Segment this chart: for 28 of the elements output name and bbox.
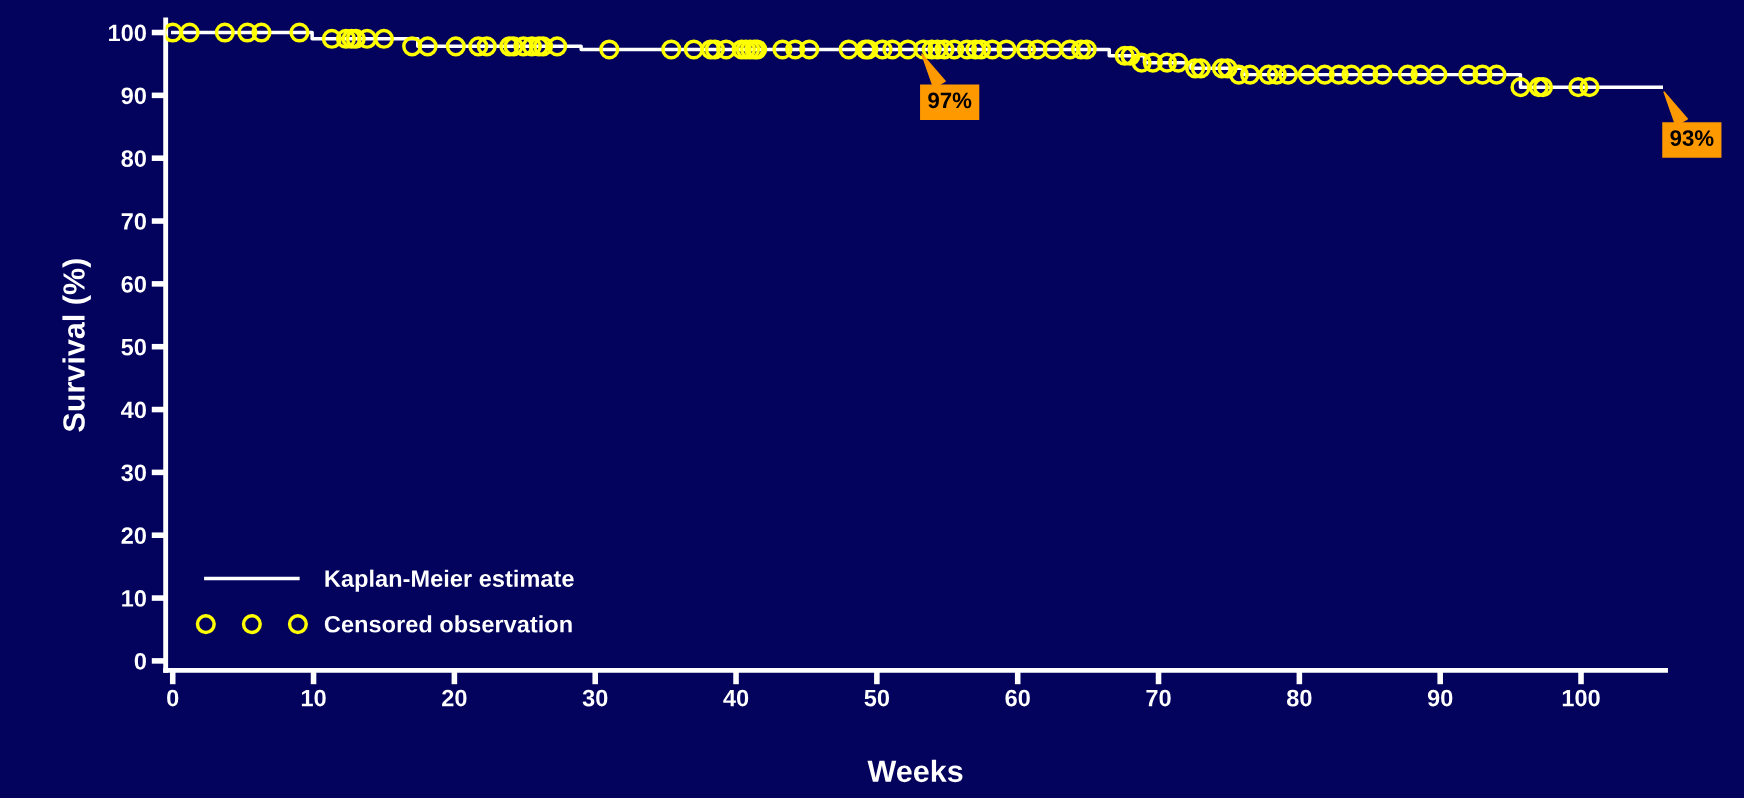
- y-tick-label: 40: [121, 401, 146, 419]
- x-axis-title: Weeks: [867, 759, 963, 783]
- legend-label: Kaplan-Meier estimate: [325, 569, 574, 592]
- y-tick-label: 30: [121, 464, 146, 482]
- x-tick-label: 30: [582, 689, 608, 707]
- y-tick-label: 0: [134, 652, 146, 670]
- x-tick-label: 80: [1286, 689, 1312, 707]
- y-tick-label: 60: [121, 275, 146, 293]
- y-axis-title: Survival (%): [62, 259, 91, 432]
- x-tick-label: 10: [301, 689, 326, 707]
- x-tick-label: 60: [1005, 689, 1030, 707]
- annotation: 93%: [1670, 130, 1714, 146]
- y-tick-label: 90: [121, 87, 146, 105]
- y-tick-label: 20: [121, 527, 146, 545]
- x-tick-label: 50: [864, 689, 890, 707]
- x-tick-label: 0: [167, 689, 179, 707]
- x-tick-label: 70: [1146, 689, 1171, 707]
- x-tick-label: 40: [723, 689, 749, 707]
- x-tick-label: 100: [1562, 689, 1600, 707]
- x-tick-label: 20: [442, 689, 467, 707]
- y-tick-label: 70: [121, 213, 146, 230]
- y-tick-label: 50: [121, 338, 146, 356]
- annotation: 97%: [928, 92, 972, 109]
- y-tick-label: 100: [109, 24, 146, 42]
- legend-label: Censored observation: [324, 615, 572, 633]
- x-tick-label: 90: [1427, 689, 1453, 707]
- y-tick-label: 10: [122, 590, 146, 607]
- y-tick-label: 80: [121, 150, 146, 167]
